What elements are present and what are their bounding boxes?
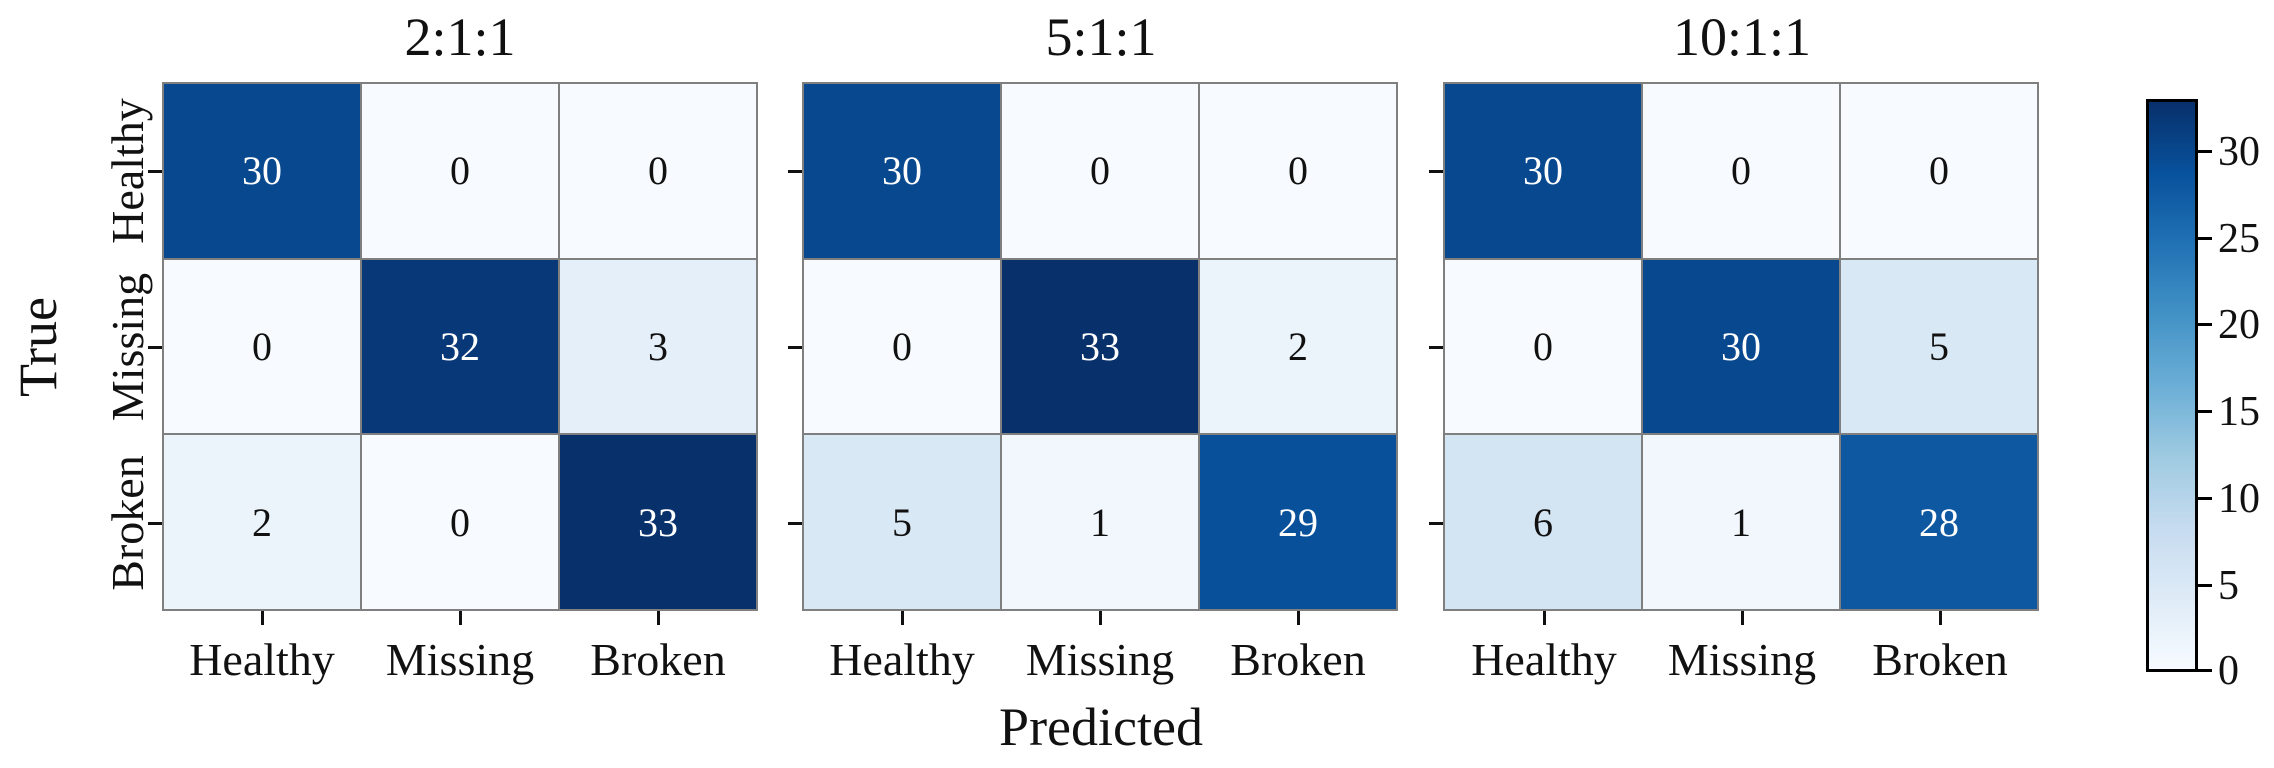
y-tick-mark	[148, 522, 162, 525]
x-tick-label-missing: Missing	[1025, 634, 1175, 685]
heatmap-2-1-1: 30 0 0 0 32 3 2 0 33	[162, 82, 758, 611]
colorbar-gradient	[2146, 99, 2198, 672]
y-axis-label: True	[8, 296, 68, 398]
cell: 0	[1841, 84, 2037, 258]
cell: 0	[362, 84, 558, 258]
x-tick-label-healthy: Healthy	[829, 634, 975, 685]
x-tick-mark	[657, 611, 660, 625]
panel-title-2-1-1: 2:1:1	[404, 7, 516, 67]
x-axis-label: Predicted	[999, 697, 1203, 757]
y-tick-mark	[148, 170, 162, 173]
cell: 29	[1200, 435, 1396, 609]
heatmap-5-1-1: 30 0 0 0 33 2 5 1 29	[802, 82, 1398, 611]
x-tick-mark	[1297, 611, 1300, 625]
x-tick-label-missing: Missing	[1667, 634, 1817, 685]
cell: 0	[1002, 84, 1198, 258]
colorbar-tick-mark	[2198, 669, 2212, 672]
colorbar-tick-label: 0	[2218, 648, 2239, 694]
cell: 1	[1002, 435, 1198, 609]
cell: 5	[1841, 259, 2037, 434]
y-tick-mark	[1429, 522, 1443, 525]
cell: 5	[804, 435, 1000, 609]
cell: 0	[1200, 84, 1396, 258]
colorbar-tick-label: 10	[2218, 476, 2260, 522]
cell: 32	[362, 259, 558, 434]
cell: 28	[1841, 435, 2037, 609]
cell: 2	[1200, 259, 1396, 434]
x-tick-label-broken: Broken	[590, 634, 726, 685]
y-tick-mark	[1429, 170, 1443, 173]
y-tick-mark	[788, 522, 802, 525]
y-tick-mark	[788, 346, 802, 349]
colorbar-tick-mark	[2198, 323, 2212, 326]
cell: 6	[1445, 435, 1641, 609]
colorbar-tick-mark	[2198, 497, 2212, 500]
panel-title-5-1-1: 5:1:1	[1045, 7, 1157, 67]
cell: 30	[804, 84, 1000, 258]
cell: 0	[1445, 259, 1641, 434]
colorbar-tick-label: 5	[2218, 563, 2239, 609]
cell: 0	[1643, 84, 1839, 258]
x-tick-mark	[1543, 611, 1546, 625]
x-tick-mark	[1939, 611, 1942, 625]
y-tick-label-broken: Broken	[102, 455, 153, 591]
x-tick-label-healthy: Healthy	[1471, 634, 1617, 685]
x-tick-label-broken: Broken	[1230, 634, 1366, 685]
colorbar-tick-mark	[2198, 584, 2212, 587]
cell: 0	[362, 435, 558, 609]
colorbar-tick-label: 25	[2218, 216, 2260, 262]
cell: 2	[164, 435, 360, 609]
x-tick-mark	[1741, 611, 1744, 625]
colorbar-tick-mark	[2198, 150, 2212, 153]
colorbar-tick-label: 30	[2218, 129, 2260, 175]
cell: 30	[1445, 84, 1641, 258]
cell: 3	[560, 259, 756, 434]
colorbar-tick-mark	[2198, 410, 2212, 413]
cell: 1	[1643, 435, 1839, 609]
x-tick-mark	[261, 611, 264, 625]
cell: 0	[164, 259, 360, 434]
y-tick-mark	[1429, 346, 1443, 349]
cell: 0	[560, 84, 756, 258]
colorbar-tick-label: 20	[2218, 302, 2260, 348]
x-tick-label-healthy: Healthy	[189, 634, 335, 685]
cell: 30	[164, 84, 360, 258]
x-tick-label-broken: Broken	[1872, 634, 2008, 685]
x-tick-mark	[459, 611, 462, 625]
x-tick-mark	[901, 611, 904, 625]
heatmap-10-1-1: 30 0 0 0 30 5 6 1 28	[1443, 82, 2039, 611]
y-tick-mark	[148, 346, 162, 349]
panel-title-10-1-1: 10:1:1	[1672, 7, 1811, 67]
y-tick-mark	[788, 170, 802, 173]
x-tick-label-missing: Missing	[385, 634, 535, 685]
x-tick-mark	[1099, 611, 1102, 625]
cell: 33	[560, 435, 756, 609]
cell: 33	[1002, 259, 1198, 434]
colorbar-tick-label: 15	[2218, 389, 2260, 435]
colorbar-tick-mark	[2198, 237, 2212, 240]
cell: 0	[804, 259, 1000, 434]
cell: 30	[1643, 259, 1839, 434]
